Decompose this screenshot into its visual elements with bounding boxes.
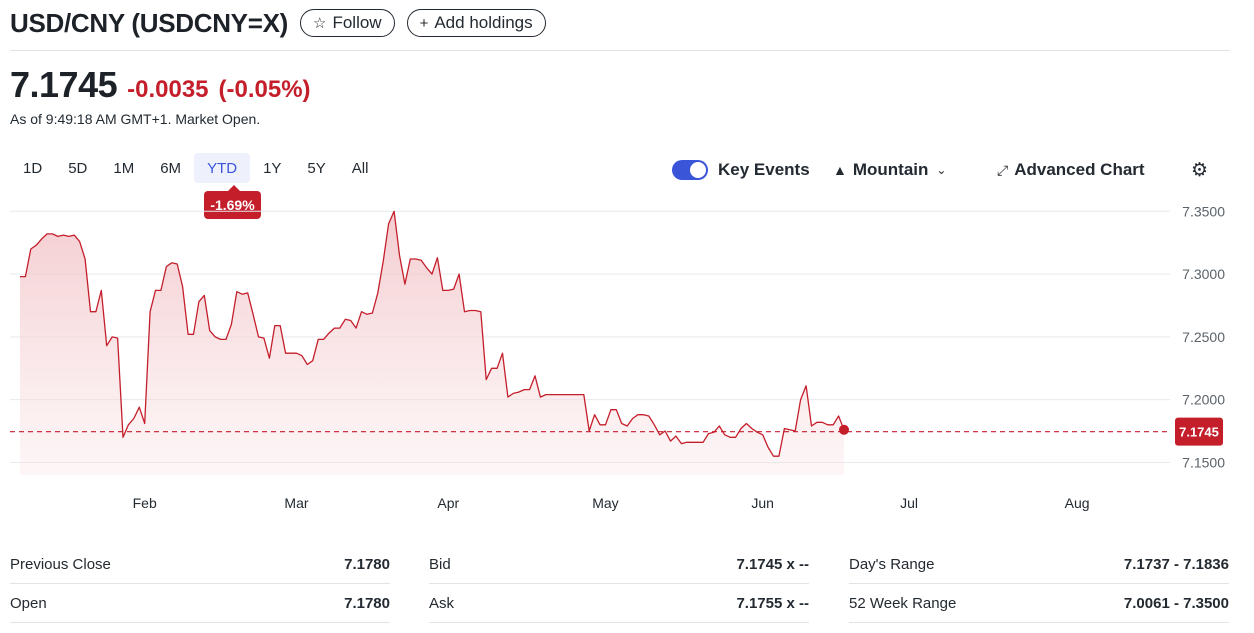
advanced-chart-label: Advanced Chart [1014,160,1145,179]
range-change-badge: -1.69% [204,185,261,219]
tab-range-all[interactable]: All [351,159,369,177]
range-tabs: 1D 5D 1M 6M YTD 1Y 5Y All [10,153,381,183]
y-tick-label: 7.3500 [1182,205,1225,219]
quote-header: USD/CNY (USDCNY=X) ☆ Follow + Add holdin… [10,6,546,40]
stat-value: 7.1745 x -- [736,555,809,573]
gear-icon: ⚙ [1191,159,1209,181]
stat-ask: Ask 7.1755 x -- [429,584,809,623]
page-title: USD/CNY (USDCNY=X) [10,7,288,38]
current-price: 7.1745 [10,64,118,105]
x-tick-label: Aug [1065,495,1090,511]
current-price-tag-label: 7.1745 [1179,425,1219,440]
toggle-switch[interactable] [672,160,708,180]
tab-range-6m[interactable]: 6M [160,159,182,177]
stat-open: Open 7.1780 [10,584,390,623]
star-icon: ☆ [313,15,327,32]
header-divider [10,50,1230,51]
stat-label: Bid [429,555,451,573]
y-tick-label: 7.2500 [1182,329,1225,345]
tab-range-1m[interactable]: 1M [113,159,135,177]
current-price-tag [1175,417,1223,446]
plus-icon: + [419,14,429,32]
tab-range-5y[interactable]: 5Y [307,159,326,177]
stat-label: Day's Range [849,555,935,573]
stat-value: 7.1780 [344,594,390,612]
price-row: 7.1745 -0.0035 (-0.05%) [10,64,311,106]
tab-range-ytd[interactable]: YTD [194,153,251,183]
stat-value: 7.0061 - 7.3500 [1123,594,1229,612]
stat-days-range: Day's Range 7.1737 - 7.1836 [849,545,1229,584]
stat-bid: Bid 7.1745 x -- [429,545,809,584]
chevron-down-icon: ⌄ [936,163,947,177]
stat-value: 7.1737 - 7.1836 [1123,555,1229,573]
add-holdings-button[interactable]: + Add holdings [406,9,546,37]
last-price-dot [839,424,849,435]
tab-range-1y[interactable]: 1Y [263,159,282,177]
stat-label: Open [10,594,47,612]
price-change: -0.0035 [127,76,209,103]
stat-52-week-range: 52 Week Range 7.0061 - 7.3500 [849,584,1229,623]
add-holdings-label: Add holdings [434,13,533,32]
price-chart[interactable]: 7.3500 7.3000 7.2500 7.2000 7.1500 Feb Mar Apr M… [0,205,1254,515]
follow-label: Follow [332,13,382,32]
price-line [20,210,845,457]
stat-label: 52 Week Range [849,594,957,612]
x-tick-label: Apr [437,495,459,511]
expand-arrows-icon: ⤢ [997,161,1009,178]
x-tick-label: Mar [284,495,308,511]
chart-type-label: Mountain [852,160,929,179]
stat-value: 7.1780 [344,555,390,573]
mountain-icon: ▲ [833,162,847,178]
stat-previous-close: Previous Close 7.1780 [10,545,390,584]
y-tick-label: 7.1500 [1182,454,1225,470]
x-tick-label: Feb [133,495,157,511]
settings-button[interactable]: ⚙ [1191,156,1208,184]
price-change-percent: (-0.05%) [218,76,311,103]
market-status: As of 9:49:18 AM GMT+1. Market Open. [10,111,261,127]
x-tick-label: Jul [900,495,918,511]
key-events-toggle[interactable]: Key Events [672,156,810,184]
stats-column: Previous Close 7.1780 Open 7.1780 [10,545,390,623]
stats-column: Day's Range 7.1737 - 7.1836 52 Week Rang… [849,545,1229,623]
tab-range-5d[interactable]: 5D [68,159,88,177]
x-tick-label: May [592,495,618,511]
advanced-chart-button[interactable]: ⤢ Advanced Chart [997,156,1145,184]
stat-label: Previous Close [10,555,111,573]
price-area-fill [20,211,844,476]
y-tick-label: 7.3000 [1182,266,1225,282]
tab-range-1d[interactable]: 1D [23,159,43,177]
y-tick-label: 7.2000 [1182,392,1225,408]
x-tick-label: Jun [751,495,774,511]
stat-label: Ask [429,594,455,612]
follow-button[interactable]: ☆ Follow [300,9,395,37]
key-events-label: Key Events [718,160,810,179]
stats-column: Bid 7.1745 x -- Ask 7.1755 x -- [429,545,809,623]
chart-type-select[interactable]: ▲ Mountain ⌄ [833,156,946,184]
stat-value: 7.1755 x -- [736,594,809,612]
